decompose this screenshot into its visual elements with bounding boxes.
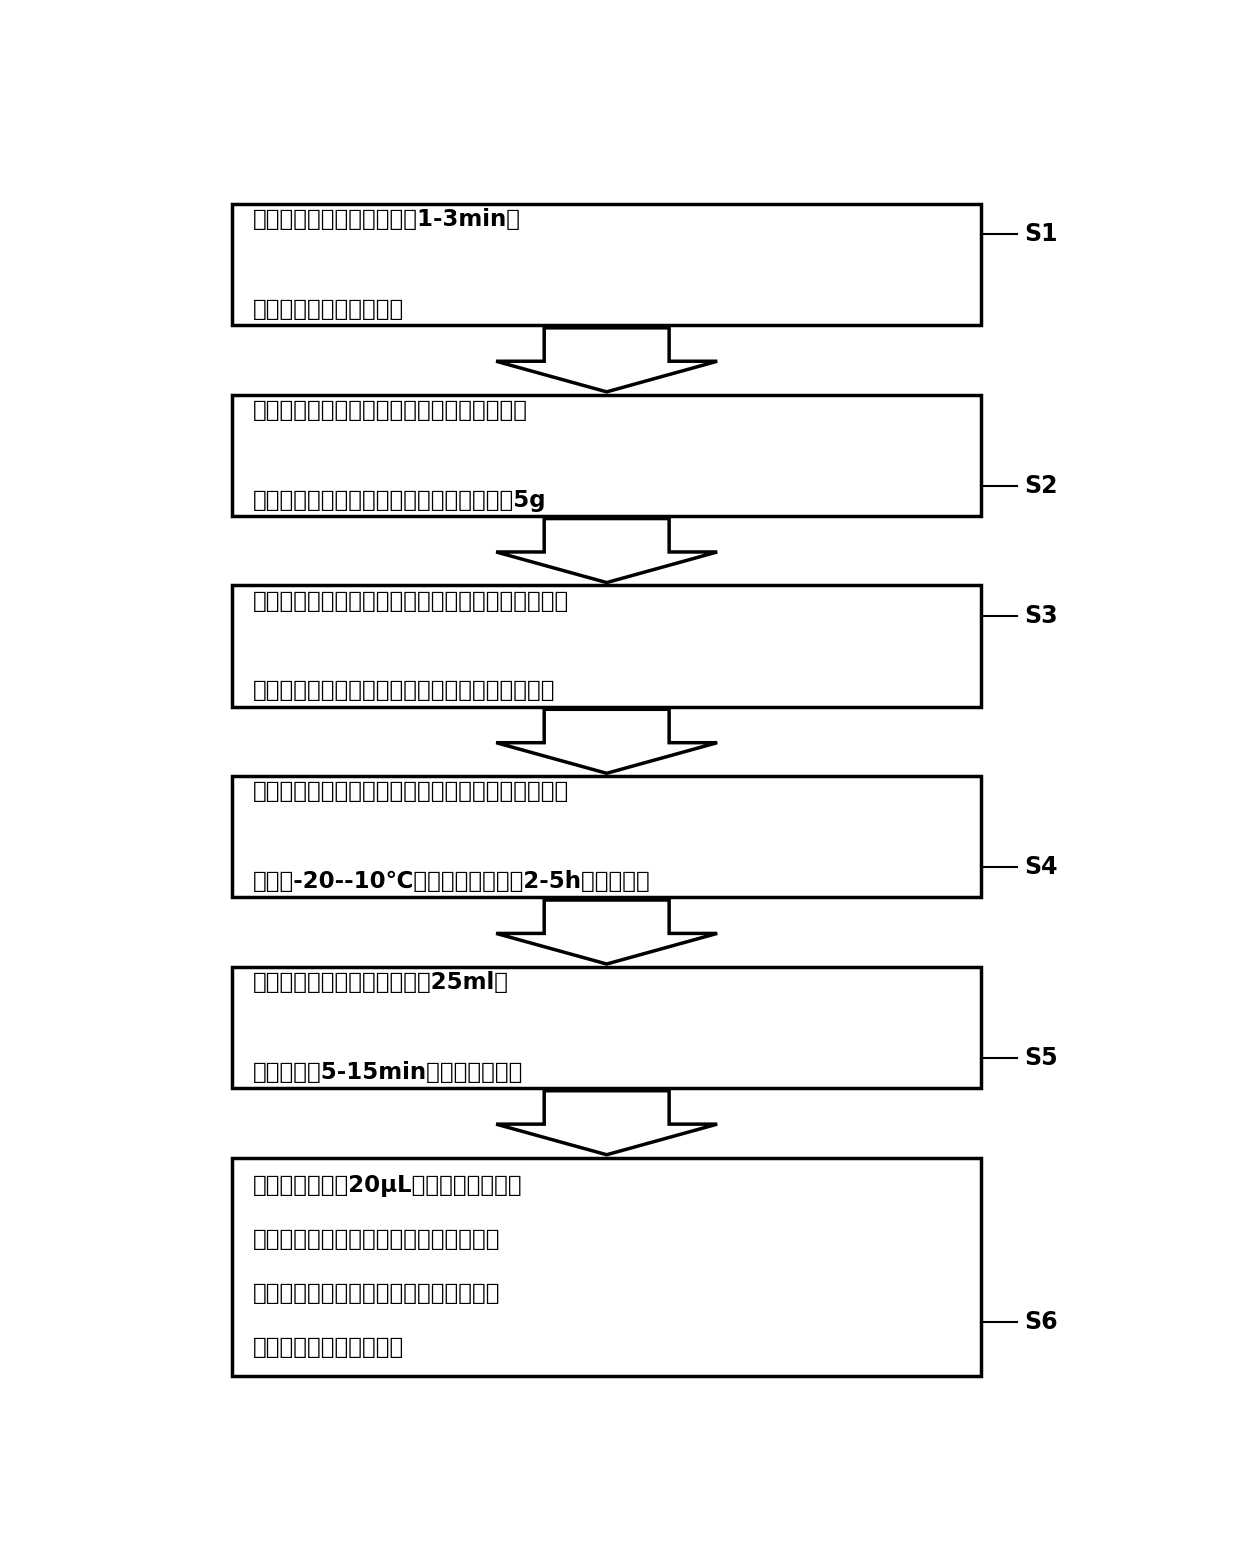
Text: 细粉后，并称取各部分蔬菜食品粉末质量吖5g: 细粉后，并称取各部分蔬菜食品粉末质量吖5g [253, 488, 547, 511]
Text: S2: S2 [1024, 474, 1058, 497]
Text: 通过超临界萸取设备和萸取剂对各部分蔬菜食品粉末: 通过超临界萸取设备和萸取剂对各部分蔬菜食品粉末 [253, 589, 569, 613]
Text: 采用外标工作曲线法进行定性定量测定，: 采用外标工作曲线法进行定性定量测定， [253, 1283, 501, 1305]
Text: 液相色谱检测仪对待测液进行分析检测，: 液相色谱检测仪对待测液进行分析检测， [253, 1228, 501, 1252]
Bar [232, 394, 982, 516]
Text: S4: S4 [1024, 854, 1058, 879]
Text: S3: S3 [1024, 603, 1058, 628]
Text: 将蔬菜食品放入液氮中浸泡1-3min，: 将蔬菜食品放入液氮中浸泡1-3min， [253, 209, 521, 231]
Bar [232, 776, 982, 898]
Text: 检测出防腐剂种类和含量: 检测出防腐剂种类和含量 [253, 1336, 404, 1359]
Bar [232, 204, 982, 326]
Bar [232, 585, 982, 706]
Text: S1: S1 [1024, 223, 1058, 246]
Polygon shape [496, 900, 717, 963]
Text: 超声振荡、5-15min，形成透明溶液: 超声振荡、5-15min，形成透明溶液 [253, 1060, 523, 1084]
Polygon shape [496, 709, 717, 773]
Text: 通过脱附剂回收各部分萸取物质后，放入冷冻干燥器: 通过脱附剂回收各部分萸取物质后，放入冷冻干燥器 [253, 781, 569, 803]
Text: 取上述透明溶液20μL作为待测液，采用: 取上述透明溶液20μL作为待测液，采用 [253, 1174, 522, 1197]
Text: 向上述溶质中加入甲醇定容刳25ml，: 向上述溶质中加入甲醇定容刳25ml， [253, 971, 510, 995]
Polygon shape [496, 519, 717, 583]
Text: 先后放入球磨机内，将分点提取的各部分磨成: 先后放入球磨机内，将分点提取的各部分磨成 [253, 399, 528, 422]
Text: 同时进行萸取，萸取完成后进行分离留下萸取物质: 同时进行萸取，萸取完成后进行分离留下萸取物质 [253, 680, 556, 702]
Polygon shape [496, 327, 717, 391]
Polygon shape [496, 1091, 717, 1155]
Text: S6: S6 [1024, 1310, 1058, 1333]
Text: 取出后，分点提取各部分: 取出后，分点提取各部分 [253, 298, 404, 321]
Bar [232, 1157, 982, 1377]
Bar [232, 967, 982, 1088]
Text: 中，在-20--10℃的温度下冷冻干燥2-5h，得到溶质: 中，在-20--10℃的温度下冷冻干燥2-5h，得到溶质 [253, 870, 651, 893]
Text: S5: S5 [1024, 1046, 1058, 1069]
